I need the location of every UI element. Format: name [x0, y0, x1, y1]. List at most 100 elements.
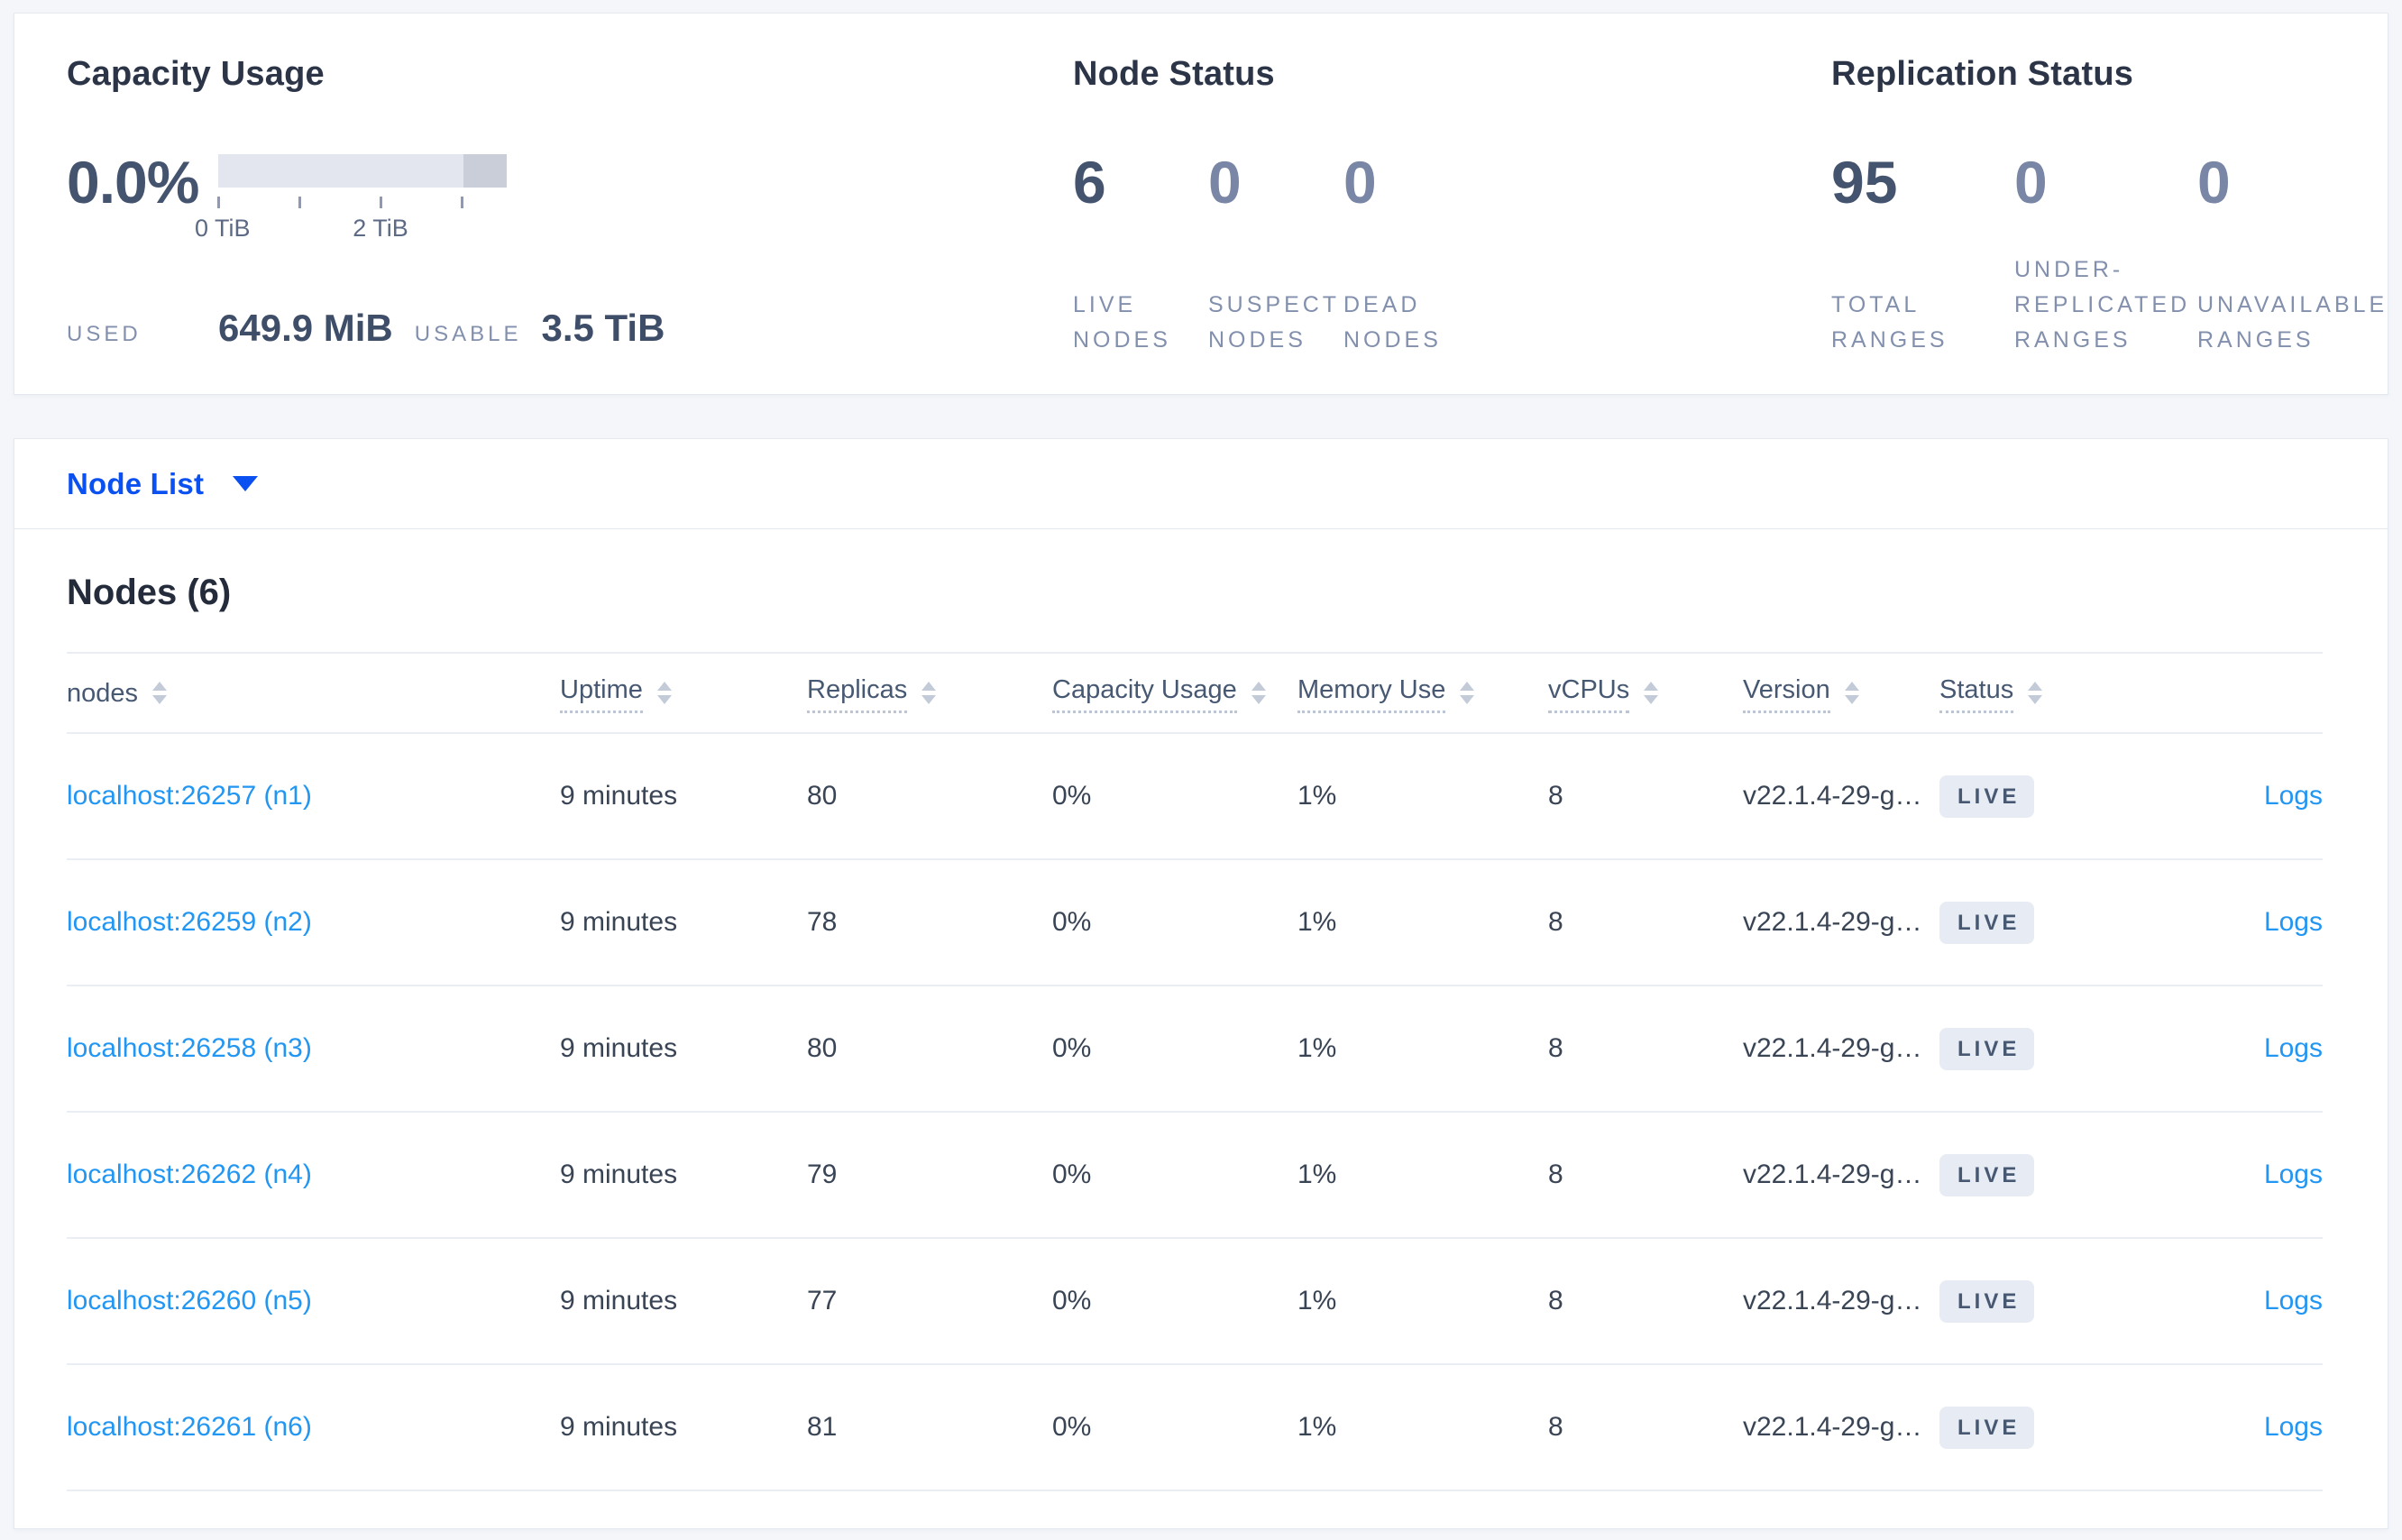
node-status-title: Node Status [1073, 55, 1275, 93]
version-cell: v22.1.4-29-g… [1743, 985, 1939, 1113]
version-cell: v22.1.4-29-g… [1743, 1364, 1939, 1491]
nodes-table-title: Nodes (6) [67, 573, 232, 612]
replicas-cell: 80 [807, 733, 1052, 860]
status-cell: LIVE [1939, 1112, 2192, 1239]
logs-link[interactable]: Logs [2263, 907, 2323, 937]
axis-tick [380, 197, 382, 208]
memory-use-cell: 1% [1297, 1364, 1548, 1491]
capacity-bar-tail-segment [463, 154, 507, 188]
replication-status-section: Replication Status 95 TOTAL RANGES 0 UNDER-… [1831, 53, 2388, 354]
version-cell: v22.1.4-29-g… [1743, 859, 1939, 986]
status-badge: LIVE [1939, 1027, 2035, 1070]
logs-cell: Logs [2192, 985, 2323, 1113]
column-header-capacity-usage[interactable]: Capacity Usage [1052, 652, 1297, 734]
axis-tick-label: 2 TiB [353, 215, 408, 242]
axis-tick [298, 197, 301, 208]
status-cell: LIVE [1939, 859, 2192, 986]
stat-suspect-nodes: 0 SUSPECT NODES [1208, 152, 1343, 358]
capacity-bar-ticks [217, 197, 507, 208]
stat-label: SUSPECT NODES [1208, 292, 1340, 353]
logs-link[interactable]: Logs [2263, 1033, 2323, 1063]
table-header-row: nodes Uptime Replicas Capacity Usage Memory … [67, 652, 2323, 734]
stat-live-nodes: 6 LIVE NODES [1073, 152, 1208, 358]
logs-cell: Logs [2192, 859, 2323, 986]
uptime-cell: 9 minutes [560, 859, 807, 986]
column-header-vcpus[interactable]: vCPUs [1548, 652, 1743, 734]
status-cell: LIVE [1939, 733, 2192, 860]
node-link[interactable]: localhost:26259 (n2) [67, 907, 312, 937]
sort-icon [1644, 682, 1659, 704]
logs-link[interactable]: Logs [2263, 781, 2323, 811]
view-selector-card: Node List [14, 438, 2388, 528]
usable-label: USABLE [414, 322, 522, 346]
vcpus-cell: 8 [1548, 1112, 1743, 1239]
table-row: localhost:26260 (n5) 9 minutes 77 0% 1% 8 v22.… [67, 1238, 2323, 1365]
column-header-uptime[interactable]: Uptime [560, 652, 807, 734]
memory-use-cell: 1% [1297, 859, 1548, 986]
used-value: 649.9 MiB [218, 307, 393, 349]
column-label: Status [1939, 674, 2014, 713]
column-label: Replicas [807, 674, 908, 713]
logs-cell: Logs [2192, 1112, 2323, 1239]
sort-down-arrow [1460, 695, 1475, 704]
sort-down-arrow [2028, 695, 2043, 704]
stat-dead-nodes: 0 DEAD NODES [1343, 152, 1479, 358]
stat-value: 0 [2014, 149, 2048, 215]
column-label: vCPUs [1548, 674, 1630, 713]
node-link[interactable]: localhost:26262 (n4) [67, 1160, 312, 1189]
node-link[interactable]: localhost:26260 (n5) [67, 1286, 312, 1315]
vcpus-cell: 8 [1548, 733, 1743, 860]
capacity-usage-cell: 0% [1052, 1364, 1297, 1491]
column-header-nodes[interactable]: nodes [67, 652, 560, 734]
sort-down-arrow [921, 695, 937, 704]
stat-value: 0 [2197, 149, 2231, 215]
capacity-usage-cell: 0% [1052, 1112, 1297, 1239]
vcpus-cell: 8 [1548, 859, 1743, 986]
replication-status-stats: 95 TOTAL RANGES 0 UNDER-REPLICATED RANGES 0 U… [1831, 152, 2388, 358]
version-cell: v22.1.4-29-g… [1743, 1238, 1939, 1365]
capacity-usage-cell: 0% [1052, 733, 1297, 860]
column-header-replicas[interactable]: Replicas [807, 652, 1052, 734]
capacity-usage-cell: 0% [1052, 1238, 1297, 1365]
sort-down-arrow [1251, 695, 1266, 704]
vcpus-cell: 8 [1548, 1238, 1743, 1365]
sort-down-arrow [1644, 695, 1659, 704]
node-cell: localhost:26261 (n6) [67, 1364, 560, 1491]
stat-value: 95 [1831, 149, 1898, 215]
column-header-memory-use[interactable]: Memory Use [1297, 652, 1548, 734]
sort-up-arrow [1460, 682, 1475, 691]
node-link[interactable]: localhost:26258 (n3) [67, 1033, 312, 1063]
sort-icon [656, 682, 672, 704]
logs-link[interactable]: Logs [2263, 1412, 2323, 1442]
uptime-cell: 9 minutes [560, 1238, 807, 1365]
node-link[interactable]: localhost:26257 (n1) [67, 781, 312, 811]
node-list-dropdown[interactable]: Node List [67, 466, 259, 501]
capacity-bar-track [218, 154, 507, 188]
table-row: localhost:26258 (n3) 9 minutes 80 0% 1% 8 v22.… [67, 985, 2323, 1113]
table-row: localhost:26261 (n6) 9 minutes 81 0% 1% 8 v22.… [67, 1364, 2323, 1491]
axis-tick-label: 0 TiB [195, 215, 251, 242]
column-header-status[interactable]: Status [1939, 652, 2192, 734]
stat-under-replicated-ranges: 0 UNDER-REPLICATED RANGES [2014, 152, 2197, 358]
column-header-version[interactable]: Version [1743, 652, 1939, 734]
sort-icon [921, 682, 937, 704]
node-link[interactable]: localhost:26261 (n6) [67, 1412, 312, 1442]
used-label: USED [67, 322, 142, 346]
status-badge: LIVE [1939, 1279, 2035, 1323]
nodes-table: nodes Uptime Replicas Capacity Usage Memory … [67, 652, 2323, 1491]
node-list-dropdown-label: Node List [67, 466, 205, 500]
stat-total-ranges: 95 TOTAL RANGES [1831, 152, 2014, 358]
sort-icon [1460, 682, 1475, 704]
table-row: localhost:26257 (n1) 9 minutes 80 0% 1% 8 v22.… [67, 733, 2323, 860]
status-badge: LIVE [1939, 901, 2035, 944]
table-row: localhost:26259 (n2) 9 minutes 78 0% 1% 8 v22.… [67, 859, 2323, 986]
uptime-cell: 9 minutes [560, 1364, 807, 1491]
logs-link[interactable]: Logs [2263, 1160, 2323, 1189]
stat-value: 6 [1073, 149, 1106, 215]
axis-tick [217, 197, 220, 208]
logs-link[interactable]: Logs [2263, 1286, 2323, 1315]
capacity-usage-cell: 0% [1052, 985, 1297, 1113]
status-badge: LIVE [1939, 1153, 2035, 1196]
sort-up-arrow [1844, 682, 1859, 691]
stat-unavailable-ranges: 0 UNAVAILABLE RANGES [2197, 149, 2384, 358]
